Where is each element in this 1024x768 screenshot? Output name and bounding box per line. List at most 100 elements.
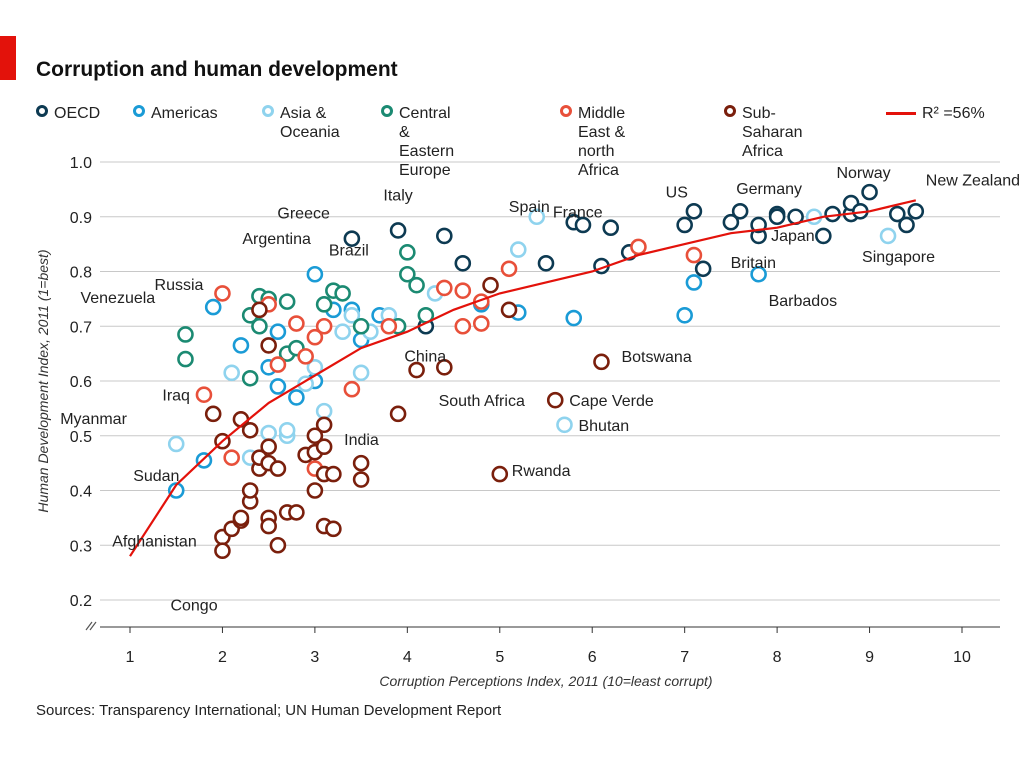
- annotation-label: Spain: [509, 199, 550, 216]
- annotation-label: Singapore: [862, 249, 935, 266]
- fit-curve: [129, 199, 917, 557]
- annotation-label: Botswana: [621, 349, 691, 366]
- data-point-middle-east-north-africa: [223, 449, 240, 466]
- data-point-sub-saharan-africa: [389, 405, 407, 423]
- legend-label-ceeurope: Central & Eastern Europe: [399, 105, 455, 179]
- data-point-americas: [195, 452, 213, 469]
- annotation-label: Italy: [383, 187, 412, 204]
- data-point-central-eastern-europe: [352, 317, 370, 335]
- data-point-americas: [676, 306, 693, 324]
- data-point-oecd: [815, 227, 832, 245]
- y-tick-label: 0.3: [70, 538, 92, 555]
- x-tick-label: 6: [588, 649, 597, 666]
- x-tick-label: 2: [218, 649, 227, 666]
- data-point-asia: [343, 306, 361, 324]
- data-point-sub-saharan-africa: [491, 465, 509, 483]
- data-point-middle-east-north-africa: [195, 386, 213, 403]
- data-point-asia: [528, 208, 546, 226]
- data-point-oecd: [731, 202, 749, 220]
- data-point-middle-east-north-africa: [380, 317, 398, 335]
- data-point-oecd: [343, 230, 361, 247]
- source-note: Sources: Transparency International; UN …: [36, 702, 502, 719]
- legend-marker-fit-line: [886, 112, 916, 115]
- data-point-oecd: [768, 208, 786, 226]
- data-point-americas: [269, 323, 287, 341]
- legend-label-ssafrica: Sub-Saharan Africa: [742, 105, 803, 160]
- annotation-label: Bhutan: [578, 418, 629, 435]
- annotation-label: Norway: [836, 165, 890, 182]
- x-tick-label: 1: [126, 649, 135, 666]
- x-tick-label: 10: [953, 649, 971, 666]
- data-point-middle-east-north-africa: [343, 380, 361, 398]
- data-point-oecd: [907, 202, 925, 220]
- annotation-label: Rwanda: [512, 463, 571, 480]
- data-point-sub-saharan-africa: [306, 482, 324, 499]
- data-point-americas: [232, 337, 250, 354]
- data-point-sub-saharan-africa: [269, 460, 287, 477]
- data-point-sub-saharan-africa: [251, 301, 268, 319]
- legend-marker-americas: [133, 105, 145, 117]
- data-point-asia: [315, 402, 333, 420]
- data-point-central-eastern-europe: [315, 296, 333, 313]
- y-tick-label: 0.9: [70, 210, 92, 227]
- x-tick-label: 3: [310, 649, 319, 666]
- data-point-oecd: [685, 202, 703, 220]
- annotation-label: China: [404, 349, 446, 366]
- data-point-middle-east-north-africa: [472, 315, 490, 332]
- data-point-americas: [269, 378, 287, 395]
- data-point-asia: [879, 227, 897, 245]
- data-point-oecd: [694, 260, 712, 278]
- data-point-sub-saharan-africa: [214, 542, 231, 560]
- annotation-label: Myanmar: [60, 411, 127, 428]
- data-point-central-eastern-europe: [241, 369, 259, 387]
- data-point-oecd: [676, 216, 693, 234]
- data-point-central-eastern-europe: [278, 293, 296, 310]
- y-axis-title: Human Development Index, 2011 (1=best): [35, 249, 51, 512]
- legend-marker-mena: [560, 105, 572, 117]
- data-point-central-eastern-europe: [251, 317, 268, 335]
- data-point-central-eastern-europe: [177, 326, 194, 343]
- data-point-sub-saharan-africa: [352, 471, 370, 488]
- y-tick-label: 0.6: [70, 374, 92, 391]
- chart-title: Corruption and human development: [36, 58, 398, 81]
- data-point-oecd: [722, 213, 740, 231]
- data-point-middle-east-north-africa: [454, 282, 472, 299]
- data-point-oecd: [861, 183, 878, 201]
- data-point-sub-saharan-africa: [500, 301, 518, 319]
- data-point-oecd: [436, 227, 453, 245]
- data-point-americas: [288, 389, 305, 406]
- annotation-label: US: [666, 184, 688, 201]
- data-point-sub-saharan-africa: [260, 517, 277, 535]
- data-point-oecd: [537, 254, 555, 272]
- data-point-middle-east-north-africa: [685, 246, 703, 264]
- annotation-label: France: [553, 205, 603, 222]
- data-point-central-eastern-europe: [177, 350, 194, 368]
- annotation-label: New Zealand: [926, 172, 1020, 189]
- data-point-central-eastern-europe: [334, 285, 351, 302]
- data-point-oecd: [389, 222, 407, 239]
- y-tick-label: 0.2: [70, 593, 92, 610]
- annotation-label: Britain: [731, 255, 776, 272]
- x-tick-label: 9: [865, 649, 874, 666]
- data-point-middle-east-north-africa: [288, 315, 305, 332]
- annotation-label: Venezuela: [80, 290, 155, 307]
- data-point-middle-east-north-africa: [315, 317, 333, 335]
- data-point-asia: [278, 421, 296, 439]
- y-tick-label: 0.4: [70, 484, 92, 501]
- legend-label-americas: Americas: [151, 105, 218, 122]
- data-point-central-eastern-europe: [399, 244, 416, 261]
- annotation-label: India: [344, 432, 379, 449]
- y-tick-label: 0.8: [70, 265, 92, 282]
- data-point-sub-saharan-africa: [325, 465, 342, 483]
- data-point-oecd: [602, 219, 620, 236]
- brand-accent-bar: [0, 36, 16, 80]
- legend-marker-ssafrica: [724, 105, 736, 117]
- data-point-asia: [352, 364, 370, 382]
- data-point-sub-saharan-africa: [436, 359, 453, 376]
- annotation-label: Brazil: [329, 242, 369, 259]
- data-point-sub-saharan-africa: [241, 421, 259, 439]
- annotation-label: South Africa: [439, 393, 525, 410]
- x-axis-title: Corruption Perceptions Index, 2011 (10=l…: [379, 673, 712, 689]
- data-point-sub-saharan-africa: [408, 361, 425, 379]
- annotation-label: Afghanistan: [112, 534, 197, 551]
